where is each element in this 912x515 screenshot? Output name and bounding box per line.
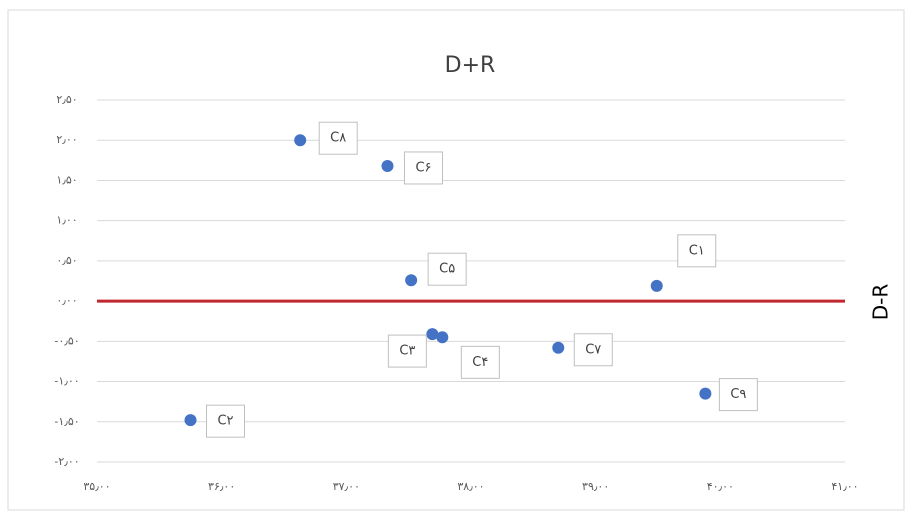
point-label: C۳ [399,344,415,359]
y-tick-label: ۱٫۵۰ [56,173,77,186]
y-tick-label: -۱٫۵۰ [54,415,79,428]
point-label: C۷ [585,342,601,357]
y-tick-label: ۲٫۵۰ [56,93,77,106]
x-tick-label: ۳۸٫۰۰ [457,480,484,493]
label-box [718,378,758,412]
label-box [460,345,500,379]
x-tick-label: ۴۱٫۰۰ [831,480,858,493]
label-box [677,234,717,268]
point-label: C۶ [415,160,431,175]
y-tick-label: ۰٫۵۰ [56,254,77,267]
point [426,328,439,341]
point [294,134,307,147]
x-tick-label: ۴۰٫۰۰ [707,480,734,493]
y-tick-label: ۰٫۰۰ [56,294,77,307]
chart-title: D+R [445,53,496,78]
x-tick-label: ۳۹٫۰۰ [582,480,609,493]
x-tick-label: ۳۷٫۰۰ [333,480,360,493]
label-box [403,151,443,185]
x-tick-label: ۳۵٫۰۰ [83,480,110,493]
point [650,279,663,292]
point [699,387,712,400]
point-label: C۹ [730,387,746,402]
point-label: C۵ [439,262,455,277]
y-axis-title: D-R [869,284,893,321]
label-box [318,121,358,155]
point [405,274,418,287]
point [184,414,197,427]
point-label: C۱ [689,243,705,258]
point [381,159,394,172]
y-tick-label: -۲٫۰۰ [54,455,79,468]
y-tick-label: -۱٫۰۰ [54,375,79,388]
label-box [206,404,245,438]
point-label: C۴ [472,355,488,370]
label-box [387,334,427,368]
label-box [573,333,613,367]
point-label: C۲ [217,414,233,429]
y-tick-label: ۱٫۰۰ [56,214,77,227]
y-tick-label: -۰٫۵۰ [54,334,79,347]
y-tick-label: ۲٫۰۰ [56,133,77,146]
point-label: C۸ [330,131,346,146]
point [552,341,565,354]
point [436,331,449,344]
label-box [427,252,467,286]
x-tick-label: ۳۶٫۰۰ [208,480,235,493]
